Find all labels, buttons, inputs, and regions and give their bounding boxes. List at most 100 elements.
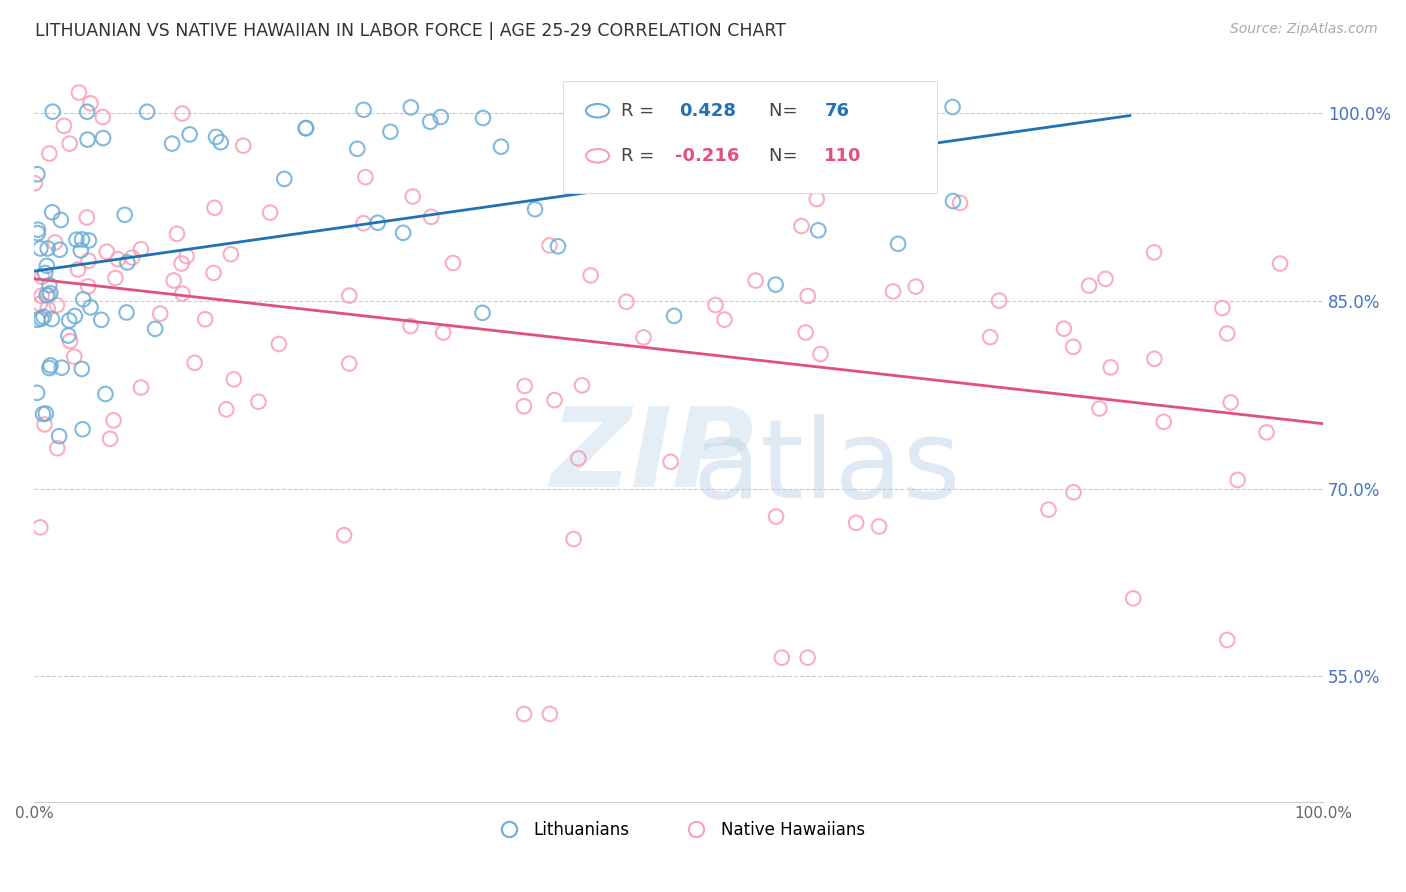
Point [136, 104, 159, 119]
Point [205, 130, 228, 145]
Point [346, 142, 368, 156]
Point [1143, 245, 1166, 260]
Point [232, 138, 254, 153]
Point [27, 222, 49, 236]
Point [46, 298, 69, 312]
Point [1216, 326, 1239, 341]
Point [399, 319, 422, 334]
Point [765, 277, 787, 292]
Point [887, 236, 910, 251]
Point [1122, 591, 1144, 606]
Point [163, 273, 186, 287]
Point [103, 413, 125, 427]
Point [392, 226, 415, 240]
Point [489, 139, 512, 153]
Point [294, 121, 316, 136]
Point [513, 379, 536, 393]
Point [77, 279, 100, 293]
Point [34, 266, 56, 280]
Point [790, 219, 813, 233]
Point [1088, 401, 1111, 416]
Point [79, 96, 101, 111]
Point [1099, 360, 1122, 375]
Point [59, 136, 82, 151]
Point [633, 330, 655, 344]
Point [942, 194, 965, 208]
Point [104, 271, 127, 285]
Point [69, 244, 91, 258]
Point [160, 136, 183, 151]
FancyBboxPatch shape [562, 80, 936, 194]
Point [295, 121, 318, 136]
Point [524, 202, 547, 217]
Point [429, 110, 451, 124]
Point [194, 312, 217, 326]
Point [27, 226, 49, 240]
Point [402, 189, 425, 203]
Point [579, 268, 602, 283]
Point [63, 309, 86, 323]
Point [941, 100, 963, 114]
Point [27, 167, 49, 181]
Point [37, 288, 59, 302]
Point [183, 356, 205, 370]
Point [744, 274, 766, 288]
Point [76, 104, 98, 119]
Point [801, 147, 824, 161]
Point [30, 520, 52, 534]
Point [31, 269, 53, 284]
Point [35, 259, 58, 273]
Text: 76: 76 [824, 102, 849, 120]
Point [765, 509, 787, 524]
Point [367, 216, 389, 230]
Point [52, 119, 75, 133]
Point [166, 227, 188, 241]
Point [37, 301, 59, 316]
Point [679, 106, 702, 120]
Point [46, 442, 69, 456]
Point [58, 313, 80, 327]
Point [170, 256, 193, 270]
Point [513, 706, 536, 721]
Point [94, 387, 117, 401]
Point [65, 233, 87, 247]
Point [538, 706, 561, 721]
Point [353, 216, 375, 230]
Point [420, 210, 443, 224]
Point [1063, 485, 1085, 500]
Point [441, 256, 464, 270]
Point [1153, 415, 1175, 429]
Point [399, 100, 422, 114]
Point [215, 402, 238, 417]
Point [72, 422, 94, 436]
Point [35, 407, 58, 421]
Point [172, 106, 194, 120]
Text: 0.428: 0.428 [679, 102, 735, 120]
Point [806, 192, 828, 206]
Point [337, 288, 360, 302]
Point [704, 298, 727, 312]
Point [380, 125, 402, 139]
Point [48, 243, 70, 257]
Point [30, 311, 52, 326]
Text: N=: N= [769, 147, 803, 165]
Point [882, 285, 904, 299]
Point [513, 399, 536, 413]
Point [845, 516, 868, 530]
Point [354, 170, 377, 185]
Point [1216, 632, 1239, 647]
Point [659, 455, 682, 469]
Point [149, 307, 172, 321]
Point [77, 234, 100, 248]
Point [24, 176, 46, 190]
Point [547, 239, 569, 253]
Point [1078, 278, 1101, 293]
Point [259, 205, 281, 219]
Point [49, 213, 72, 227]
Text: LITHUANIAN VS NATIVE HAWAIIAN IN LABOR FORCE | AGE 25-29 CORRELATION CHART: LITHUANIAN VS NATIVE HAWAIIAN IN LABOR F… [35, 22, 786, 40]
Text: 110: 110 [824, 147, 862, 165]
Point [38, 361, 60, 376]
Point [796, 289, 818, 303]
Point [91, 110, 114, 124]
Point [51, 360, 73, 375]
